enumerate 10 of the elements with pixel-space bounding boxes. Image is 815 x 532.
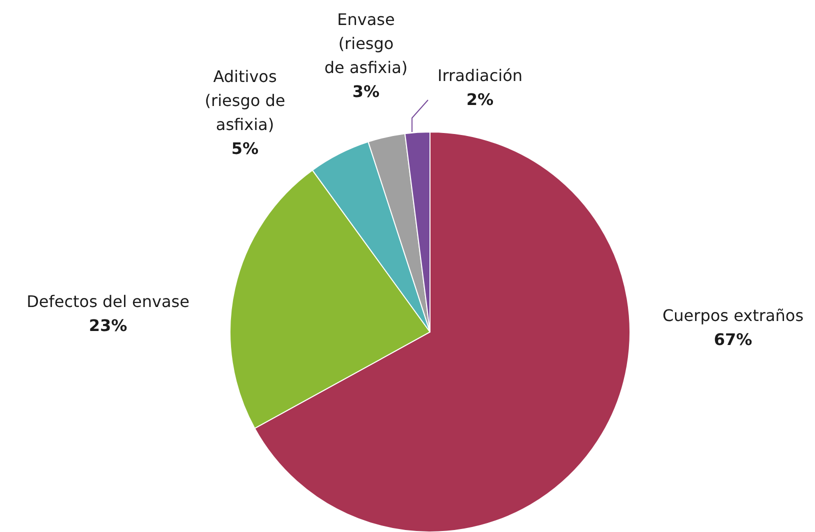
- slice-label: Defectos del envase: [26, 292, 190, 311]
- slice-label: Aditivos (riesgo de asfixia): [204, 67, 286, 134]
- data-label: 2%: [466, 90, 494, 109]
- slice-label: Envase (riesgo de asfixia): [324, 10, 408, 77]
- data-label: 67%: [714, 330, 752, 349]
- data-label: 23%: [88, 316, 128, 335]
- slice-label: Cuerpos extraños: [662, 306, 804, 325]
- data-label: 3%: [352, 82, 380, 101]
- data-label: 5%: [231, 139, 259, 158]
- slice-label: Irradiación: [438, 66, 522, 85]
